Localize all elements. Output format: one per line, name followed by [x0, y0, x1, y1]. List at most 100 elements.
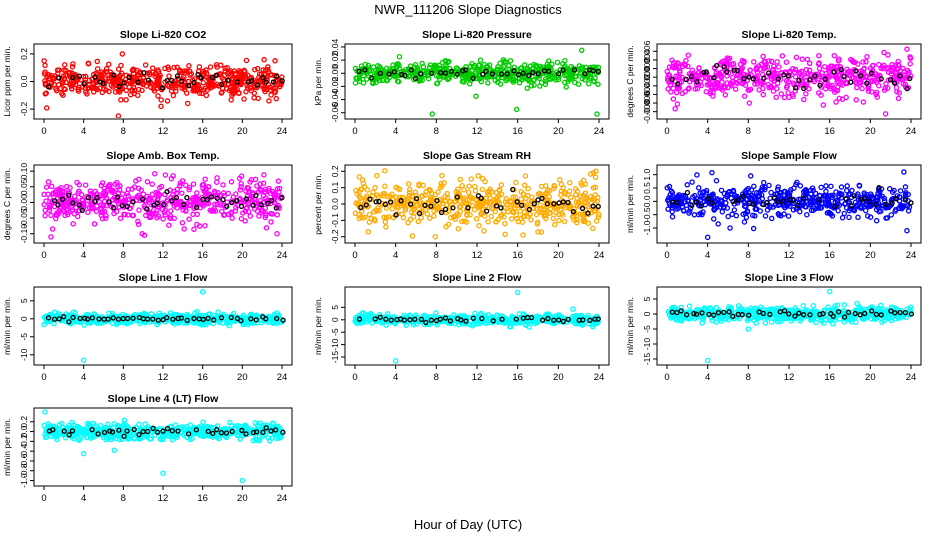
data-point	[695, 185, 702, 191]
y-tick-label: 5	[642, 296, 652, 301]
data-point	[98, 212, 104, 218]
data-point	[219, 208, 225, 215]
data-point	[94, 86, 100, 93]
data-points	[665, 288, 915, 364]
data-point	[530, 77, 537, 84]
reference-point	[551, 317, 557, 323]
reference-point	[771, 195, 777, 201]
data-point	[471, 206, 478, 213]
data-point	[509, 77, 515, 84]
data-point	[142, 62, 149, 68]
reference-point	[228, 314, 234, 321]
data-point	[503, 196, 509, 202]
data-point	[841, 210, 848, 217]
data-point	[501, 205, 507, 211]
data-point	[673, 73, 679, 79]
data-point	[502, 199, 509, 205]
reference-point	[159, 85, 165, 91]
reference-point	[540, 317, 546, 323]
data-point	[195, 68, 202, 75]
data-point	[520, 191, 527, 197]
y-tick-label: -15	[642, 353, 652, 366]
data-point	[138, 187, 144, 193]
data-point	[685, 63, 691, 70]
data-point	[708, 84, 714, 91]
y-axis-label: percent per min.	[313, 173, 323, 234]
data-point	[839, 82, 846, 88]
data-point	[522, 173, 529, 179]
data-point	[479, 186, 486, 193]
reference-point	[438, 209, 445, 216]
data-point	[251, 90, 258, 96]
reference-point	[530, 69, 536, 76]
x-tick-label: 24	[277, 126, 288, 137]
reference-point	[851, 193, 857, 199]
data-point	[750, 225, 757, 232]
y-tick-label: 0.004	[642, 49, 652, 71]
reference-point	[812, 73, 818, 79]
data-point	[196, 223, 203, 229]
data-point	[154, 197, 161, 203]
data-point	[228, 97, 234, 103]
data-point	[94, 58, 101, 65]
outlier-point	[432, 233, 439, 240]
outlier-point	[901, 169, 907, 175]
data-point	[481, 200, 488, 206]
data-point	[728, 190, 735, 197]
data-point	[236, 68, 242, 74]
reference-point	[891, 80, 898, 86]
x-tick-label: 0	[664, 372, 669, 383]
data-point	[363, 76, 370, 82]
data-point	[732, 86, 739, 92]
x-tick-label: 0	[352, 126, 357, 137]
data-point	[382, 219, 389, 225]
data-point	[241, 96, 247, 102]
data-point	[744, 208, 751, 214]
data-point	[76, 188, 82, 194]
data-point	[797, 183, 804, 189]
reference-point	[280, 317, 286, 323]
data-point	[807, 198, 814, 205]
data-point	[108, 71, 115, 78]
data-point	[571, 217, 577, 223]
data-point	[838, 184, 845, 190]
reference-point	[412, 75, 419, 82]
data-point	[371, 209, 377, 215]
data-point	[768, 58, 775, 65]
reference-point	[544, 201, 551, 207]
data-point	[587, 75, 593, 82]
data-point	[61, 62, 68, 68]
data-point	[150, 85, 157, 92]
data-point	[756, 87, 762, 93]
data-point	[73, 204, 79, 211]
data-point	[664, 185, 671, 191]
data-point	[728, 81, 735, 88]
reference-point	[279, 195, 285, 201]
data-point	[724, 80, 730, 86]
data-point	[45, 179, 52, 185]
data-point	[760, 53, 766, 60]
outlier-point	[704, 234, 711, 241]
data-point	[788, 187, 794, 193]
data-point	[867, 214, 874, 220]
x-tick-label: 24	[594, 126, 605, 137]
y-tick-label: 0.5	[642, 182, 652, 194]
data-point	[214, 201, 220, 208]
data-point	[792, 88, 798, 94]
reference-point	[253, 192, 259, 199]
data-point	[179, 190, 185, 196]
data-point	[200, 80, 207, 86]
data-point	[831, 52, 838, 59]
data-point	[686, 210, 692, 216]
data-point	[154, 214, 160, 221]
data-point	[171, 64, 177, 71]
data-point	[877, 208, 884, 214]
data-point	[580, 177, 587, 184]
reference-point	[674, 199, 680, 205]
data-point	[135, 218, 141, 225]
data-point	[236, 197, 243, 203]
data-point	[202, 222, 208, 229]
reference-point	[208, 194, 214, 200]
data-point	[829, 192, 835, 199]
reference-point	[139, 196, 146, 202]
